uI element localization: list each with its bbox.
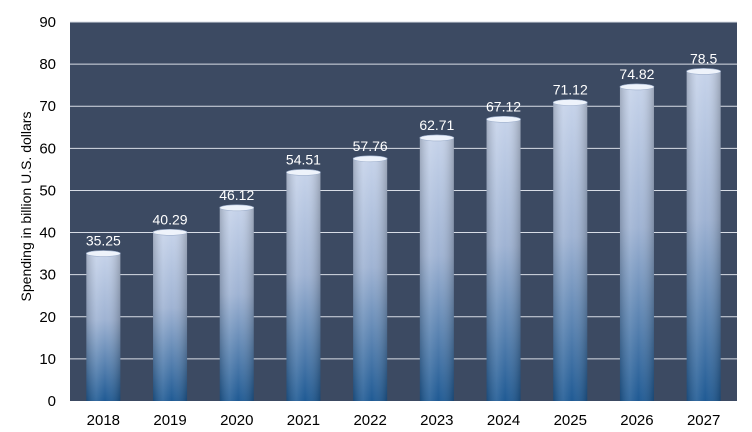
bar-shading bbox=[153, 231, 188, 401]
bar-shading bbox=[619, 85, 654, 401]
data-label: 57.76 bbox=[353, 138, 388, 154]
x-tick-label: 2020 bbox=[220, 412, 253, 429]
bar-cap bbox=[286, 169, 321, 176]
y-axis-ticks: 0 10 20 30 40 50 60 70 80 90 bbox=[39, 14, 56, 410]
x-tick-label: 2022 bbox=[353, 412, 386, 429]
data-label: 78.5 bbox=[690, 50, 717, 66]
y-tick-label: 70 bbox=[39, 98, 56, 115]
x-tick-label: 2027 bbox=[687, 412, 720, 429]
data-label: 40.29 bbox=[153, 211, 188, 227]
bar-cap bbox=[686, 68, 721, 75]
x-tick-label: 2025 bbox=[554, 412, 587, 429]
bar-cap bbox=[419, 134, 455, 142]
data-labels: 35.25 40.29 46.12 54.51 57.76 62.71 67.12 71.12… bbox=[86, 50, 718, 248]
y-tick-label: 50 bbox=[39, 182, 56, 199]
bar-shading bbox=[219, 206, 254, 401]
bar-cap bbox=[619, 83, 655, 91]
y-tick-label: 80 bbox=[39, 56, 56, 73]
bar-cap bbox=[486, 116, 521, 123]
data-label: 54.51 bbox=[286, 151, 321, 167]
bar-shading bbox=[286, 171, 321, 401]
x-tick-label: 2024 bbox=[487, 412, 520, 429]
data-label: 46.12 bbox=[219, 187, 254, 203]
y-tick-label: 90 bbox=[39, 14, 56, 31]
bar-shading bbox=[686, 70, 721, 401]
data-label: 67.12 bbox=[486, 98, 521, 114]
x-tick-label: 2023 bbox=[420, 412, 453, 429]
bar-shading bbox=[353, 157, 388, 401]
x-axis-ticks: 2018 2019 2020 2021 2022 2023 2024 2025 2026 2027 bbox=[87, 412, 721, 429]
y-tick-label: 30 bbox=[39, 267, 56, 284]
y-tick-label: 20 bbox=[39, 309, 56, 326]
bar-cap bbox=[552, 99, 588, 106]
bar-shading bbox=[86, 252, 121, 401]
data-label: 35.25 bbox=[86, 233, 121, 249]
y-axis-title: Spending in billion U.S. dollars bbox=[18, 112, 34, 302]
data-label: 62.71 bbox=[419, 117, 454, 133]
x-tick-label: 2026 bbox=[620, 412, 653, 429]
bars bbox=[86, 68, 721, 402]
bar-shading bbox=[419, 136, 454, 402]
bar-cap bbox=[86, 250, 121, 257]
data-label: 74.82 bbox=[619, 66, 654, 82]
y-tick-label: 10 bbox=[39, 351, 56, 368]
y-tick-label: 0 bbox=[48, 393, 56, 410]
x-tick-label: 2021 bbox=[287, 412, 320, 429]
y-tick-label: 60 bbox=[39, 140, 56, 157]
data-label: 71.12 bbox=[553, 82, 588, 98]
bar-shading bbox=[553, 101, 588, 402]
x-tick-label: 2018 bbox=[87, 412, 120, 429]
y-tick-label: 40 bbox=[39, 225, 56, 242]
bar-cap bbox=[152, 229, 188, 236]
bar-cap bbox=[352, 155, 388, 163]
bar-cap bbox=[219, 204, 255, 212]
x-tick-label: 2019 bbox=[153, 412, 186, 429]
bar-shading bbox=[486, 118, 521, 401]
